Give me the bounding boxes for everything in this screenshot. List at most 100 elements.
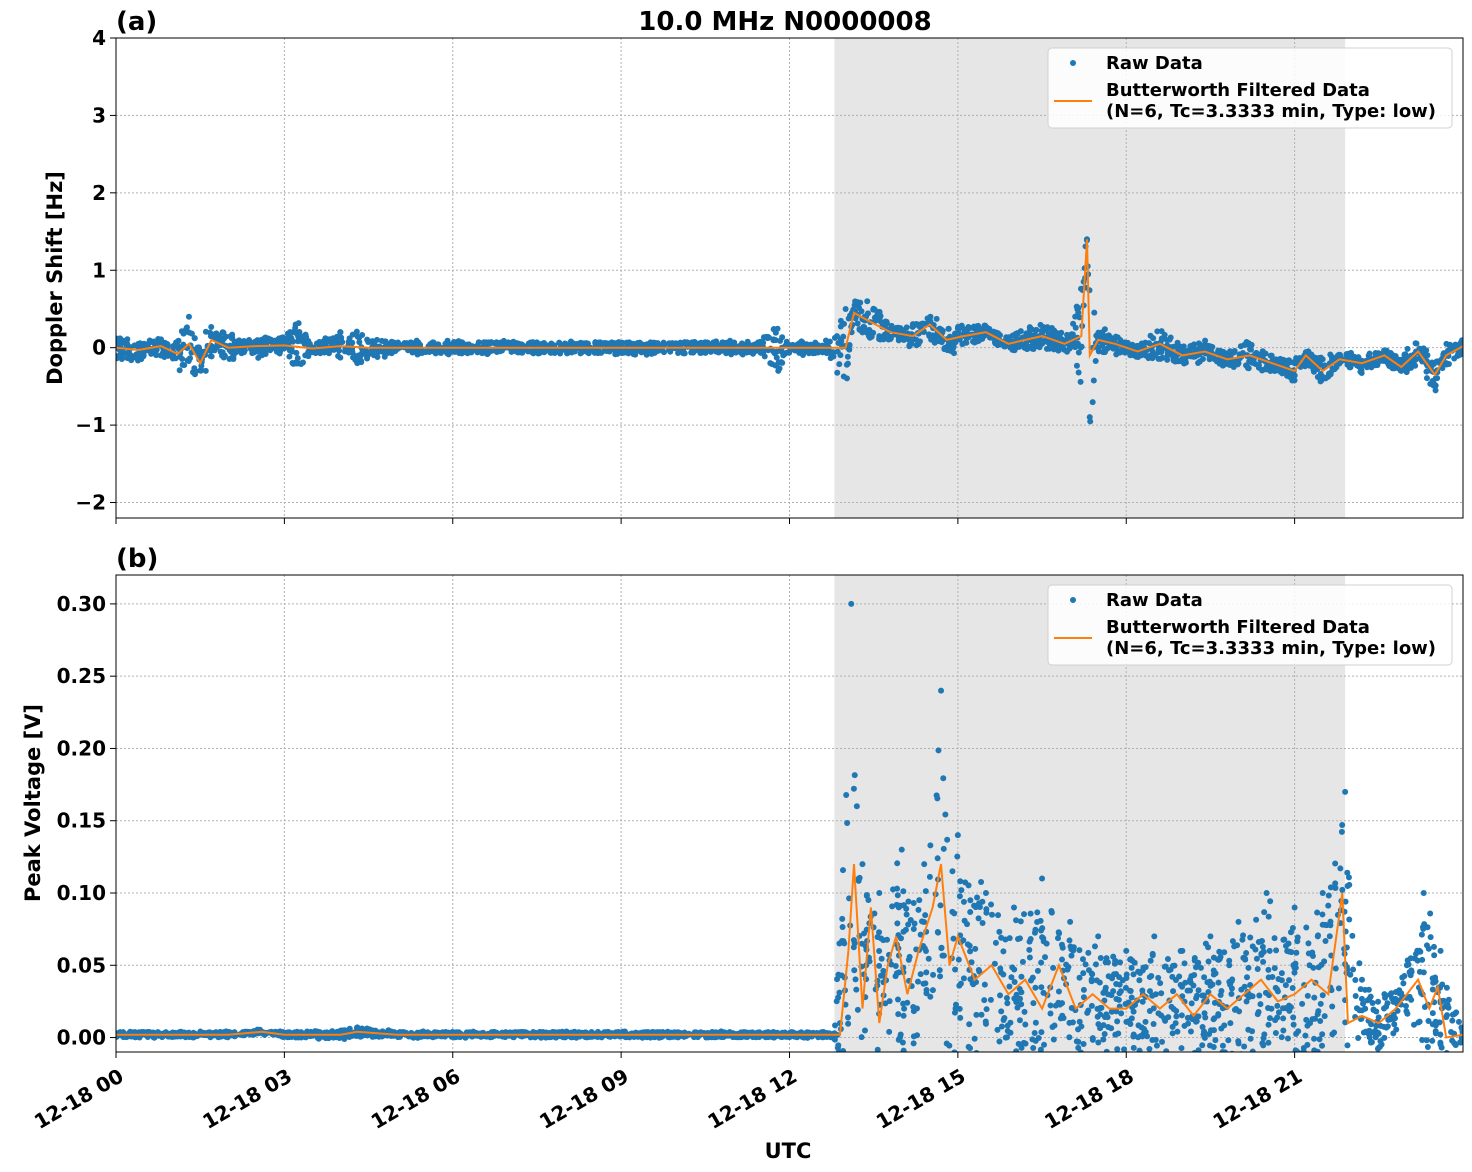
- raw-data-point: [823, 350, 830, 357]
- raw-data-point: [1075, 349, 1082, 356]
- raw-data-point: [1245, 964, 1252, 971]
- raw-data-point: [1105, 991, 1112, 998]
- raw-data-point: [1196, 345, 1203, 352]
- raw-data-point: [1170, 354, 1177, 361]
- raw-data-point: [743, 348, 750, 355]
- raw-data-point: [493, 348, 500, 355]
- raw-data-point: [1011, 966, 1018, 973]
- raw-data-point: [1219, 1042, 1226, 1049]
- raw-data-point: [1402, 366, 1409, 373]
- raw-data-point: [886, 334, 893, 341]
- raw-data-point: [1376, 350, 1383, 357]
- raw-data-point: [1068, 952, 1075, 959]
- raw-data-point: [1199, 1042, 1206, 1049]
- raw-data-point: [934, 336, 941, 343]
- raw-data-point: [835, 971, 842, 978]
- raw-data-point: [886, 1028, 893, 1035]
- raw-data-point: [1429, 1037, 1436, 1044]
- raw-data-point: [1215, 347, 1222, 354]
- panel-a-y-axis-label: Doppler Shift [Hz]: [43, 171, 67, 385]
- raw-data-point: [910, 1040, 917, 1047]
- raw-data-point: [1059, 956, 1066, 963]
- raw-data-point: [1342, 1053, 1348, 1059]
- raw-data-point: [1073, 303, 1080, 310]
- legend-filtered-label: Butterworth Filtered Data: [1106, 80, 1370, 101]
- raw-data-point: [1069, 1019, 1076, 1026]
- raw-data-point: [272, 346, 279, 353]
- raw-data-point: [1327, 351, 1334, 358]
- raw-data-point: [979, 919, 986, 926]
- raw-data-point: [1008, 974, 1015, 981]
- raw-data-point: [945, 325, 952, 332]
- raw-data-point: [1274, 1002, 1281, 1009]
- raw-data-point: [1029, 1036, 1036, 1043]
- raw-data-point: [936, 967, 943, 974]
- raw-data-point: [1286, 1002, 1293, 1009]
- raw-data-point: [1106, 1058, 1112, 1064]
- raw-data-point: [1453, 1009, 1460, 1016]
- raw-data-point: [1319, 1053, 1325, 1059]
- raw-data-point: [1104, 959, 1111, 966]
- raw-data-point: [219, 337, 226, 344]
- raw-data-point: [1116, 974, 1123, 981]
- raw-data-point: [1309, 949, 1316, 956]
- raw-data-point: [1151, 933, 1158, 940]
- raw-data-point: [675, 347, 682, 354]
- raw-data-point: [1077, 1059, 1083, 1065]
- raw-data-point: [996, 928, 1003, 935]
- raw-data-point: [331, 346, 338, 353]
- raw-data-point: [1021, 1008, 1028, 1015]
- raw-data-point: [1057, 343, 1064, 350]
- raw-data-point: [604, 340, 611, 347]
- raw-data-point: [1304, 992, 1311, 999]
- raw-data-point: [1027, 1054, 1033, 1060]
- raw-data-point: [987, 996, 994, 1003]
- raw-data-point: [328, 337, 335, 344]
- raw-data-point: [1109, 1057, 1115, 1063]
- raw-data-point: [842, 305, 849, 312]
- raw-data-point: [1324, 1068, 1330, 1074]
- raw-data-point: [1212, 1037, 1219, 1044]
- raw-data-point: [957, 1014, 964, 1021]
- raw-data-point: [1226, 361, 1233, 368]
- raw-data-point: [1412, 362, 1419, 369]
- raw-data-point: [1032, 984, 1039, 991]
- raw-data-point: [772, 337, 779, 344]
- filtered-data-line-a: [116, 239, 1463, 377]
- raw-data-point: [1253, 955, 1260, 962]
- raw-data-point: [303, 352, 310, 359]
- raw-data-point: [1228, 991, 1235, 998]
- raw-data-point: [185, 356, 192, 363]
- raw-data-point: [1301, 1049, 1308, 1052]
- raw-data-point: [851, 772, 858, 779]
- raw-data-point: [866, 958, 873, 965]
- raw-data-point: [337, 329, 344, 336]
- raw-data-point: [847, 1062, 853, 1068]
- raw-data-point: [1013, 991, 1020, 998]
- raw-data-point: [1348, 1127, 1354, 1133]
- raw-data-point: [910, 899, 917, 906]
- raw-data-point: [1325, 1112, 1331, 1118]
- raw-data-point: [1355, 1035, 1362, 1042]
- raw-data-point: [1221, 949, 1228, 956]
- raw-data-point: [927, 993, 934, 1000]
- raw-data-point: [349, 339, 356, 346]
- raw-data-point: [837, 317, 844, 324]
- raw-data-point: [1078, 1023, 1085, 1030]
- raw-data-point: [1224, 1067, 1230, 1073]
- raw-data-point: [959, 341, 966, 348]
- raw-data-point: [1100, 1022, 1107, 1029]
- raw-data-point: [401, 341, 408, 348]
- raw-data-point: [1351, 1105, 1357, 1111]
- raw-data-point: [1418, 931, 1425, 938]
- raw-data-point: [1095, 329, 1102, 336]
- raw-data-point: [384, 348, 391, 355]
- raw-data-point: [1457, 1039, 1463, 1046]
- raw-data-point: [858, 1082, 864, 1088]
- panel-a-label: (a): [116, 7, 157, 37]
- raw-data-point: [1459, 339, 1463, 346]
- raw-data-point: [1312, 1015, 1319, 1022]
- raw-data-point: [1356, 1062, 1362, 1068]
- raw-data-point: [1420, 969, 1427, 976]
- raw-data-point: [1247, 934, 1254, 941]
